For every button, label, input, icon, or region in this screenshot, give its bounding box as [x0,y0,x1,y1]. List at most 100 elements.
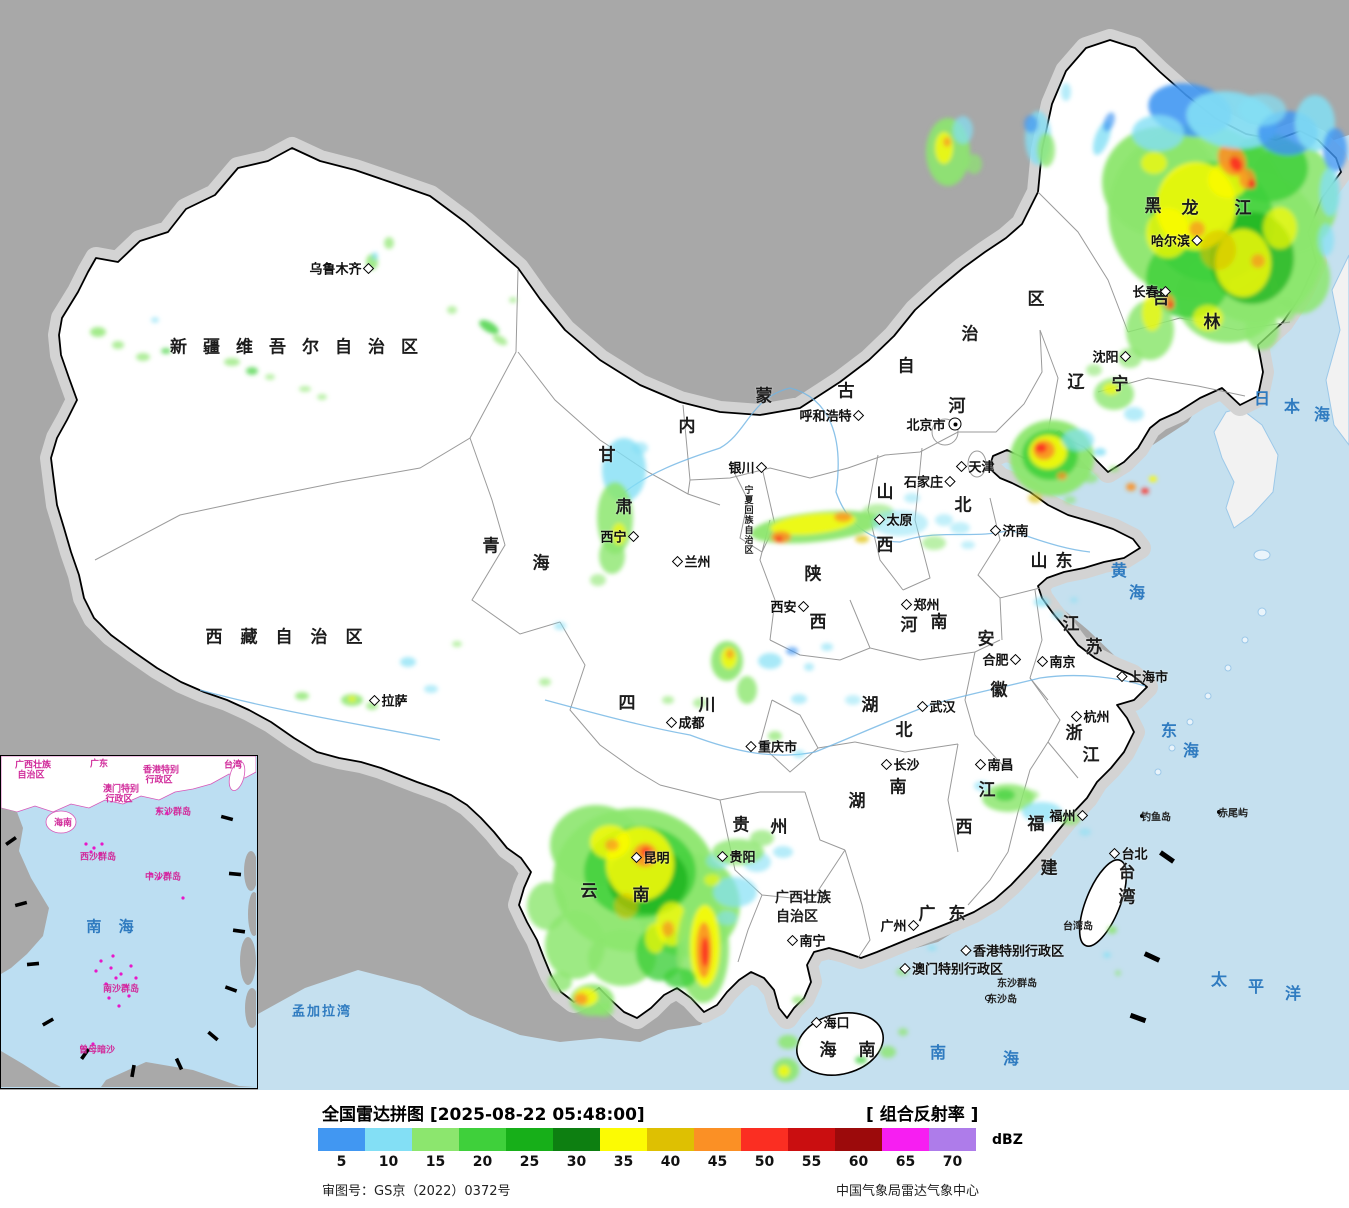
radar-echo-cell [1103,112,1115,132]
radar-echo-cell [527,882,567,930]
radar-echo-cell [950,522,970,534]
dbz-swatch-30 [553,1128,600,1151]
radar-echo-cell [713,877,757,907]
radar-echo-cell [1238,94,1286,126]
radar-echo-cell [1061,83,1071,101]
inset-island-dot [124,984,128,988]
radar-echo-cell [662,921,674,937]
radar-echo-cell [1248,179,1256,189]
ryukyu-islands [1154,549,1271,776]
radar-echo-cell [966,154,982,174]
radar-echo-cell [590,574,606,586]
radar-echo-cell [539,678,551,686]
radar-echo-cell [953,116,973,144]
dbz-tick-35: 35 [613,1154,634,1170]
radar-echo-cell [295,692,309,700]
radar-echo-cell [855,535,869,543]
radar-echo-cell [927,945,937,951]
radar-echo-cell [1229,156,1243,172]
radar-echo-cell [1318,224,1334,256]
dbz-tick-40: 40 [660,1154,681,1170]
inset-island-dot [100,842,104,846]
inset-philippines [240,851,256,1028]
radar-echo-cell [1086,364,1102,376]
radar-echo-cell [1103,952,1111,958]
inset-island-dot [127,994,131,998]
radar-echo-layer [90,83,1347,1082]
dbz-swatch-20 [459,1128,506,1151]
radar-echo-cell [384,237,394,249]
inset-dash-segment [14,900,28,908]
inset-hainan [45,810,77,834]
inset-dash-segment [41,1017,55,1027]
radar-echo-cell [614,893,638,919]
radar-echo-cell [447,306,457,314]
inset-island-marks [84,809,185,1046]
dbz-swatch-50 [741,1128,788,1151]
radar-echo-cell [554,622,566,630]
inset-dash-segment [80,1048,90,1060]
radar-echo-cell [1109,466,1119,472]
radar-echo-cell [855,1056,867,1064]
radar-echo-cell [845,695,861,705]
radar-echo-cell [872,510,928,536]
map-approval-number: 审图号：GS京（2022）0372号 [322,1184,511,1199]
radar-echo-cell [548,972,572,992]
radar-echo-cell [317,394,327,400]
radar-echo-cell [641,847,651,857]
inset-island-dot [165,811,169,815]
radar-map: 新疆维吾尔自治区 西藏自治区青海甘肃四川云南贵州内蒙古自治区山西陕西河北山东河南江… [0,0,1349,1090]
radar-echo-cell [112,341,124,349]
yellow-river [617,387,1091,553]
dbz-tick-10: 10 [378,1154,399,1170]
sea-area [258,135,1349,1090]
radar-echo-cell [492,334,508,346]
inset-island-dot [94,969,98,973]
inset-dash-segment [26,961,40,967]
radar-echo-cell [632,442,648,454]
radar-echo-cell [1062,429,1094,451]
radar-echo-cell [1245,310,1279,350]
korea-landmass [1213,407,1279,529]
dbz-swatch-40 [647,1128,694,1151]
radar-echo-cell [574,993,588,1005]
radar-echo-cell [1024,115,1038,133]
radar-echo-cell [1168,301,1174,309]
radar-echo-cell [1022,802,1062,822]
radar-echo-cell [1323,128,1347,172]
radar-echo-cell [1028,493,1042,503]
yarlung-river [199,689,441,741]
radar-echo-cell [1149,476,1157,482]
radar-echo-cell [1251,254,1265,268]
radar-echo-cell [1320,168,1340,216]
taiwan-island [1078,859,1128,947]
dbz-swatch-25 [506,1128,553,1151]
inset-island-dot [157,809,161,813]
inset-dash-segment [224,985,238,993]
yangtze-river [544,674,1146,756]
japan-landmass [1325,254,1349,446]
dbz-scale-values: 5 10 15 20 25 30 35 40 45 50 55 60 65 70 [318,1154,976,1170]
radar-echo-cell [770,513,856,535]
radar-echo-cell [974,781,990,791]
nine-dash-line [1129,850,1175,1024]
inset-borneo [101,1062,256,1087]
radar-echo-cell [90,327,106,337]
dbz-unit-label: dBZ [992,1132,1023,1148]
island-dots [985,810,1221,1001]
radar-echo-cell [299,386,311,392]
dbz-swatch-70 [929,1128,976,1151]
radar-echo-cell [1034,597,1050,607]
radar-echo-cell [1082,473,1098,483]
radar-echo-cell [1295,95,1335,151]
inset-island-dot [165,872,169,876]
inset-dash-segment [5,836,17,846]
rivers [199,387,1146,756]
radar-echo-cell [778,1065,790,1077]
china-border [50,39,1342,1019]
radar-echo-cell [834,512,852,522]
radar-echo-cell [1189,221,1205,237]
inset-island-dot [92,846,96,850]
dbz-swatch-15 [412,1128,459,1151]
radar-echo-cell [400,657,416,667]
